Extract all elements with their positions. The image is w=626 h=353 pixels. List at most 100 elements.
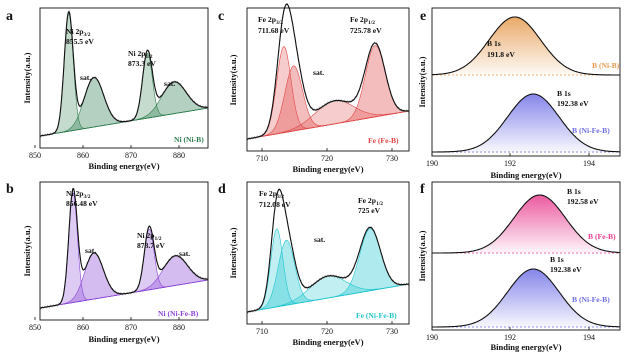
panel-d-background-line [246,283,410,313]
panel-c-sat-label: sat. [313,68,324,77]
panel-e-spectrum-fill [432,17,620,75]
panel-a: a Ni 2p3/2 855.5 eV Ni 2p1/2 873.3 eV sa… [6,7,209,171]
panel-b-letter: b [6,182,14,197]
panel-f-peak1-value: 192.58 eV [567,197,599,206]
panel-e-plot [431,16,620,153]
panel-a-peak1-label: Ni 2p3/2 [66,27,91,38]
panel-d-tick-label: 730 [386,327,398,336]
panel-c-xlabel: Binding energy(eV) [292,164,363,174]
panel-c-tick-label: 730 [386,154,398,163]
panel-e-legend2: B (Ni-Fe-B) [572,126,610,135]
panel-c-legend: Fe (Fe-B) [368,136,399,145]
panel-c-peak2-label: Fe 2p1/2 [350,15,375,26]
panel-f-tick-label: 194 [583,333,595,342]
panel-e: e B 1s 191.8 eV B 1s 192.38 eV B (Ni-B) … [417,7,621,180]
panel-d-tick-label: 720 [321,327,333,336]
panel-c-plot [246,2,410,141]
panel-a-tick-label: 880 [173,151,185,160]
panel-c-letter: c [218,9,224,24]
panel-a-peak2-label: Ni 2p1/2 [128,49,153,60]
panel-f-frame [431,181,621,331]
panel-b-tick-label: 860 [77,323,89,332]
panel-d-frame [246,181,410,325]
panel-a-tick-label: 870 [125,151,137,160]
panel-e-peak1-value: 191.8 eV [487,50,515,59]
panel-e-spectrum-fill [432,94,620,152]
panel-d-ylabel: Intensity(a.u.) [228,227,238,278]
panel-f-tick-label: 192 [504,333,516,342]
panel-b: b Ni 2p3/2 856.48 eV Ni 2p1/2 873.7 eV s… [6,181,209,344]
panel-b-peak1-value: 856.48 eV [66,199,98,208]
panel-f-spectrum-fill [432,269,620,327]
panel-d-peak1-value: 712.08 eV [259,200,291,209]
panel-c-peak1-value: 711.68 eV [258,26,290,35]
panel-e-peak2-value: 192.38 eV [557,99,589,108]
panel-a-ylabel: Intensity(a.u.) [22,52,32,103]
panel-d-tick-label: 710 [256,327,268,336]
panel-f-peak2-label: B 1s [550,255,564,264]
panel-f: f B 1s 192.58 eV B 1s 192.38 eV B (Fe-B)… [417,181,621,352]
panel-b-peak1-label: Ni 2p3/2 [66,189,91,200]
panel-c: c Fe 2p3/2 711.68 eV Fe 2p1/2 725.78 eV … [218,2,410,174]
panel-c-peak2-value: 725.78 eV [350,26,382,35]
panel-f-tick-label: 190 [426,333,438,342]
panel-d-xlabel: Binding energy(eV) [292,337,363,347]
panel-a-legend: Ni (Ni-B) [174,135,204,144]
panel-a-letter: a [6,9,13,24]
panel-f-letter: f [420,182,425,197]
panel-b-tick-label: 880 [173,323,185,332]
panel-f-xlabel: Binding energy(eV) [490,342,561,352]
panel-d-peak1-label: Fe 2p3/2 [259,189,284,200]
panel-c-tick-label: 710 [256,154,268,163]
panel-b-tick-label: 870 [125,323,137,332]
panel-a-tick-label: 850 [29,151,41,160]
panel-f-spectrum-line [432,268,620,328]
panel-f-spectrum-fill [432,195,620,253]
panel-b-sat1-label: sat. [85,246,96,255]
panel-c-peak1-label: Fe 2p3/2 [258,15,283,26]
panel-b-tick-label: 850 [29,323,41,332]
panel-e-peak2-label: B 1s [557,89,571,98]
panel-f-spectrum-line [432,194,621,254]
panel-e-ylabel: Intensity(a.u.) [417,56,427,107]
panel-d-peak2-value: 725 eV [358,206,381,215]
panel-d-peak2-label: Fe 2p1/2 [358,196,383,207]
panel-b-sat2-label: sat. [179,249,190,258]
panel-a-peak1-value: 855.5 eV [66,37,94,46]
panel-c-ylabel: Intensity(a.u.) [228,54,238,105]
panel-a-peak2-value: 873.3 eV [128,59,156,68]
panel-e-xlabel: Binding energy(eV) [490,170,561,180]
panel-e-tick-label: 192 [504,159,516,168]
panel-f-peak2-value: 192.38 eV [550,265,582,274]
panel-d-sat-label: sat. [314,235,325,244]
panel-a-tick-label: 860 [77,151,89,160]
panel-b-xlabel: Binding energy(eV) [88,334,159,344]
panel-e-frame [431,7,621,157]
panel-e-peak1-label: B 1s [487,39,501,48]
panel-d-legend: Fe (Ni-Fe-B) [356,311,397,320]
panel-b-frame [39,181,209,321]
panel-a-frame [39,7,209,149]
panel-d-fit-envelope [246,188,410,313]
panel-b-ylabel: Intensity(a.u.) [22,225,32,276]
panel-e-legend1: B (Ni-B) [592,61,620,70]
panel-c-fit-envelope [246,3,409,140]
panel-c-frame [246,7,410,152]
panel-d-letter: d [218,182,226,197]
panel-e-tick-label: 194 [583,159,595,168]
panel-d: d Fe 2p3/2 712.08 eV Fe 2p1/2 725 eV sat… [218,181,410,347]
panel-a-fit-envelope [39,10,209,137]
panel-e-spectrum-line [431,16,620,76]
panel-f-legend1: B (Fe-B) [588,232,616,241]
panel-c-background-line [246,110,410,140]
panel-a-xlabel: Binding energy(eV) [88,161,159,171]
panel-f-peak1-label: B 1s [567,187,581,196]
panel-b-legend: Ni (Ni-Fe-B) [158,309,199,318]
panel-a-sat2-label: sat. [164,79,175,88]
panel-b-fit-envelope [39,188,208,309]
panel-f-ylabel: Intensity(a.u.) [417,230,427,281]
panel-f-plot [432,194,621,328]
panel-c-tick-label: 720 [321,154,333,163]
panel-e-tick-label: 190 [426,159,438,168]
